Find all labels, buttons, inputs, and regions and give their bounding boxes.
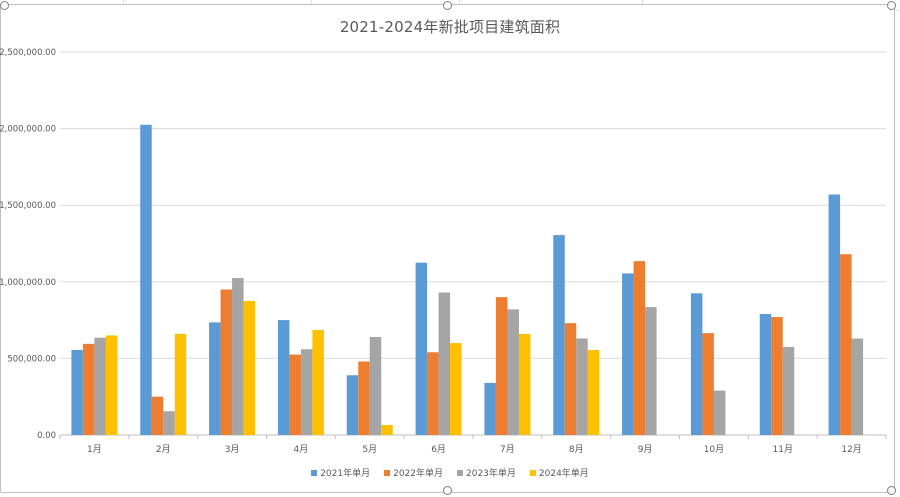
legend-item: 2021年单月 (311, 466, 370, 479)
x-tick-label: 7月 (500, 444, 515, 455)
bar (278, 320, 290, 435)
bar (209, 322, 221, 435)
bar (358, 361, 370, 435)
legend-label: 2023年单月 (466, 466, 516, 479)
legend-label: 2024年单月 (539, 466, 589, 479)
bar (771, 317, 783, 435)
bar (760, 314, 772, 435)
legend-label: 2021年单月 (320, 466, 370, 479)
y-tick-label: 1,000,000.00 (0, 278, 56, 288)
x-tick-label: 3月 (225, 444, 240, 455)
bar (301, 349, 313, 435)
x-tick-label: 4月 (294, 444, 309, 455)
bar (289, 355, 301, 435)
x-tick-label: 11月 (773, 444, 793, 455)
bar (427, 352, 439, 435)
bar (840, 254, 852, 435)
bar (484, 383, 496, 435)
x-tick-label: 12月 (841, 444, 861, 455)
bar (645, 307, 657, 435)
x-tick-label: 9月 (638, 444, 653, 455)
bar (496, 297, 508, 435)
bar (152, 397, 164, 435)
bar (140, 125, 152, 435)
bar (565, 323, 577, 435)
x-tick-label: 1月 (87, 444, 102, 455)
x-tick-label: 5月 (362, 444, 377, 455)
x-tick-label: 10月 (704, 444, 724, 455)
bar (702, 333, 714, 435)
y-tick-label: 1,500,000.00 (0, 201, 56, 211)
bar (714, 391, 726, 435)
x-tick-label: 2月 (156, 444, 171, 455)
bar (106, 335, 118, 435)
legend-swatch (457, 470, 463, 476)
bar (312, 330, 324, 435)
legend-swatch (384, 470, 390, 476)
legend-swatch (530, 470, 536, 476)
bar (347, 375, 359, 435)
legend-item: 2023年单月 (457, 466, 516, 479)
bar (175, 334, 187, 435)
bar-chart-plot: 0.00 500,000.00 1,000,000.00 1,500,000.00 2,… (0, 0, 900, 497)
bar (507, 309, 518, 435)
bar (94, 338, 106, 435)
bar (381, 425, 393, 435)
bar (244, 301, 256, 435)
bar (829, 194, 841, 435)
bar (71, 350, 83, 435)
bar (852, 338, 864, 435)
bar (576, 338, 588, 435)
bar (622, 273, 634, 435)
legend-label: 2022年单月 (393, 466, 443, 479)
bar (439, 293, 451, 435)
bar (221, 289, 233, 435)
legend-swatch (311, 470, 317, 476)
bar (553, 235, 565, 435)
y-tick-label: 2,500,000.00 (0, 48, 56, 58)
bar (163, 411, 175, 435)
bar (83, 344, 95, 435)
chart-legend: 2021年单月 2022年单月 2023年单月 2024年单月 (0, 466, 900, 479)
legend-item: 2024年单月 (530, 466, 589, 479)
bar (691, 293, 703, 435)
y-tick-label: 500,000.00 (7, 354, 56, 364)
bar (588, 350, 600, 435)
bar (416, 263, 428, 435)
x-tick-label: 6月 (431, 444, 446, 455)
bar (232, 278, 244, 435)
y-tick-label: 2,000,000.00 (0, 125, 56, 135)
y-tick-label: 0.00 (37, 431, 56, 441)
bar (519, 334, 531, 435)
x-tick-label: 8月 (569, 444, 584, 455)
bar (634, 261, 646, 435)
legend-item: 2022年单月 (384, 466, 443, 479)
bar (370, 337, 382, 435)
bar (450, 343, 462, 435)
bar (783, 347, 795, 435)
